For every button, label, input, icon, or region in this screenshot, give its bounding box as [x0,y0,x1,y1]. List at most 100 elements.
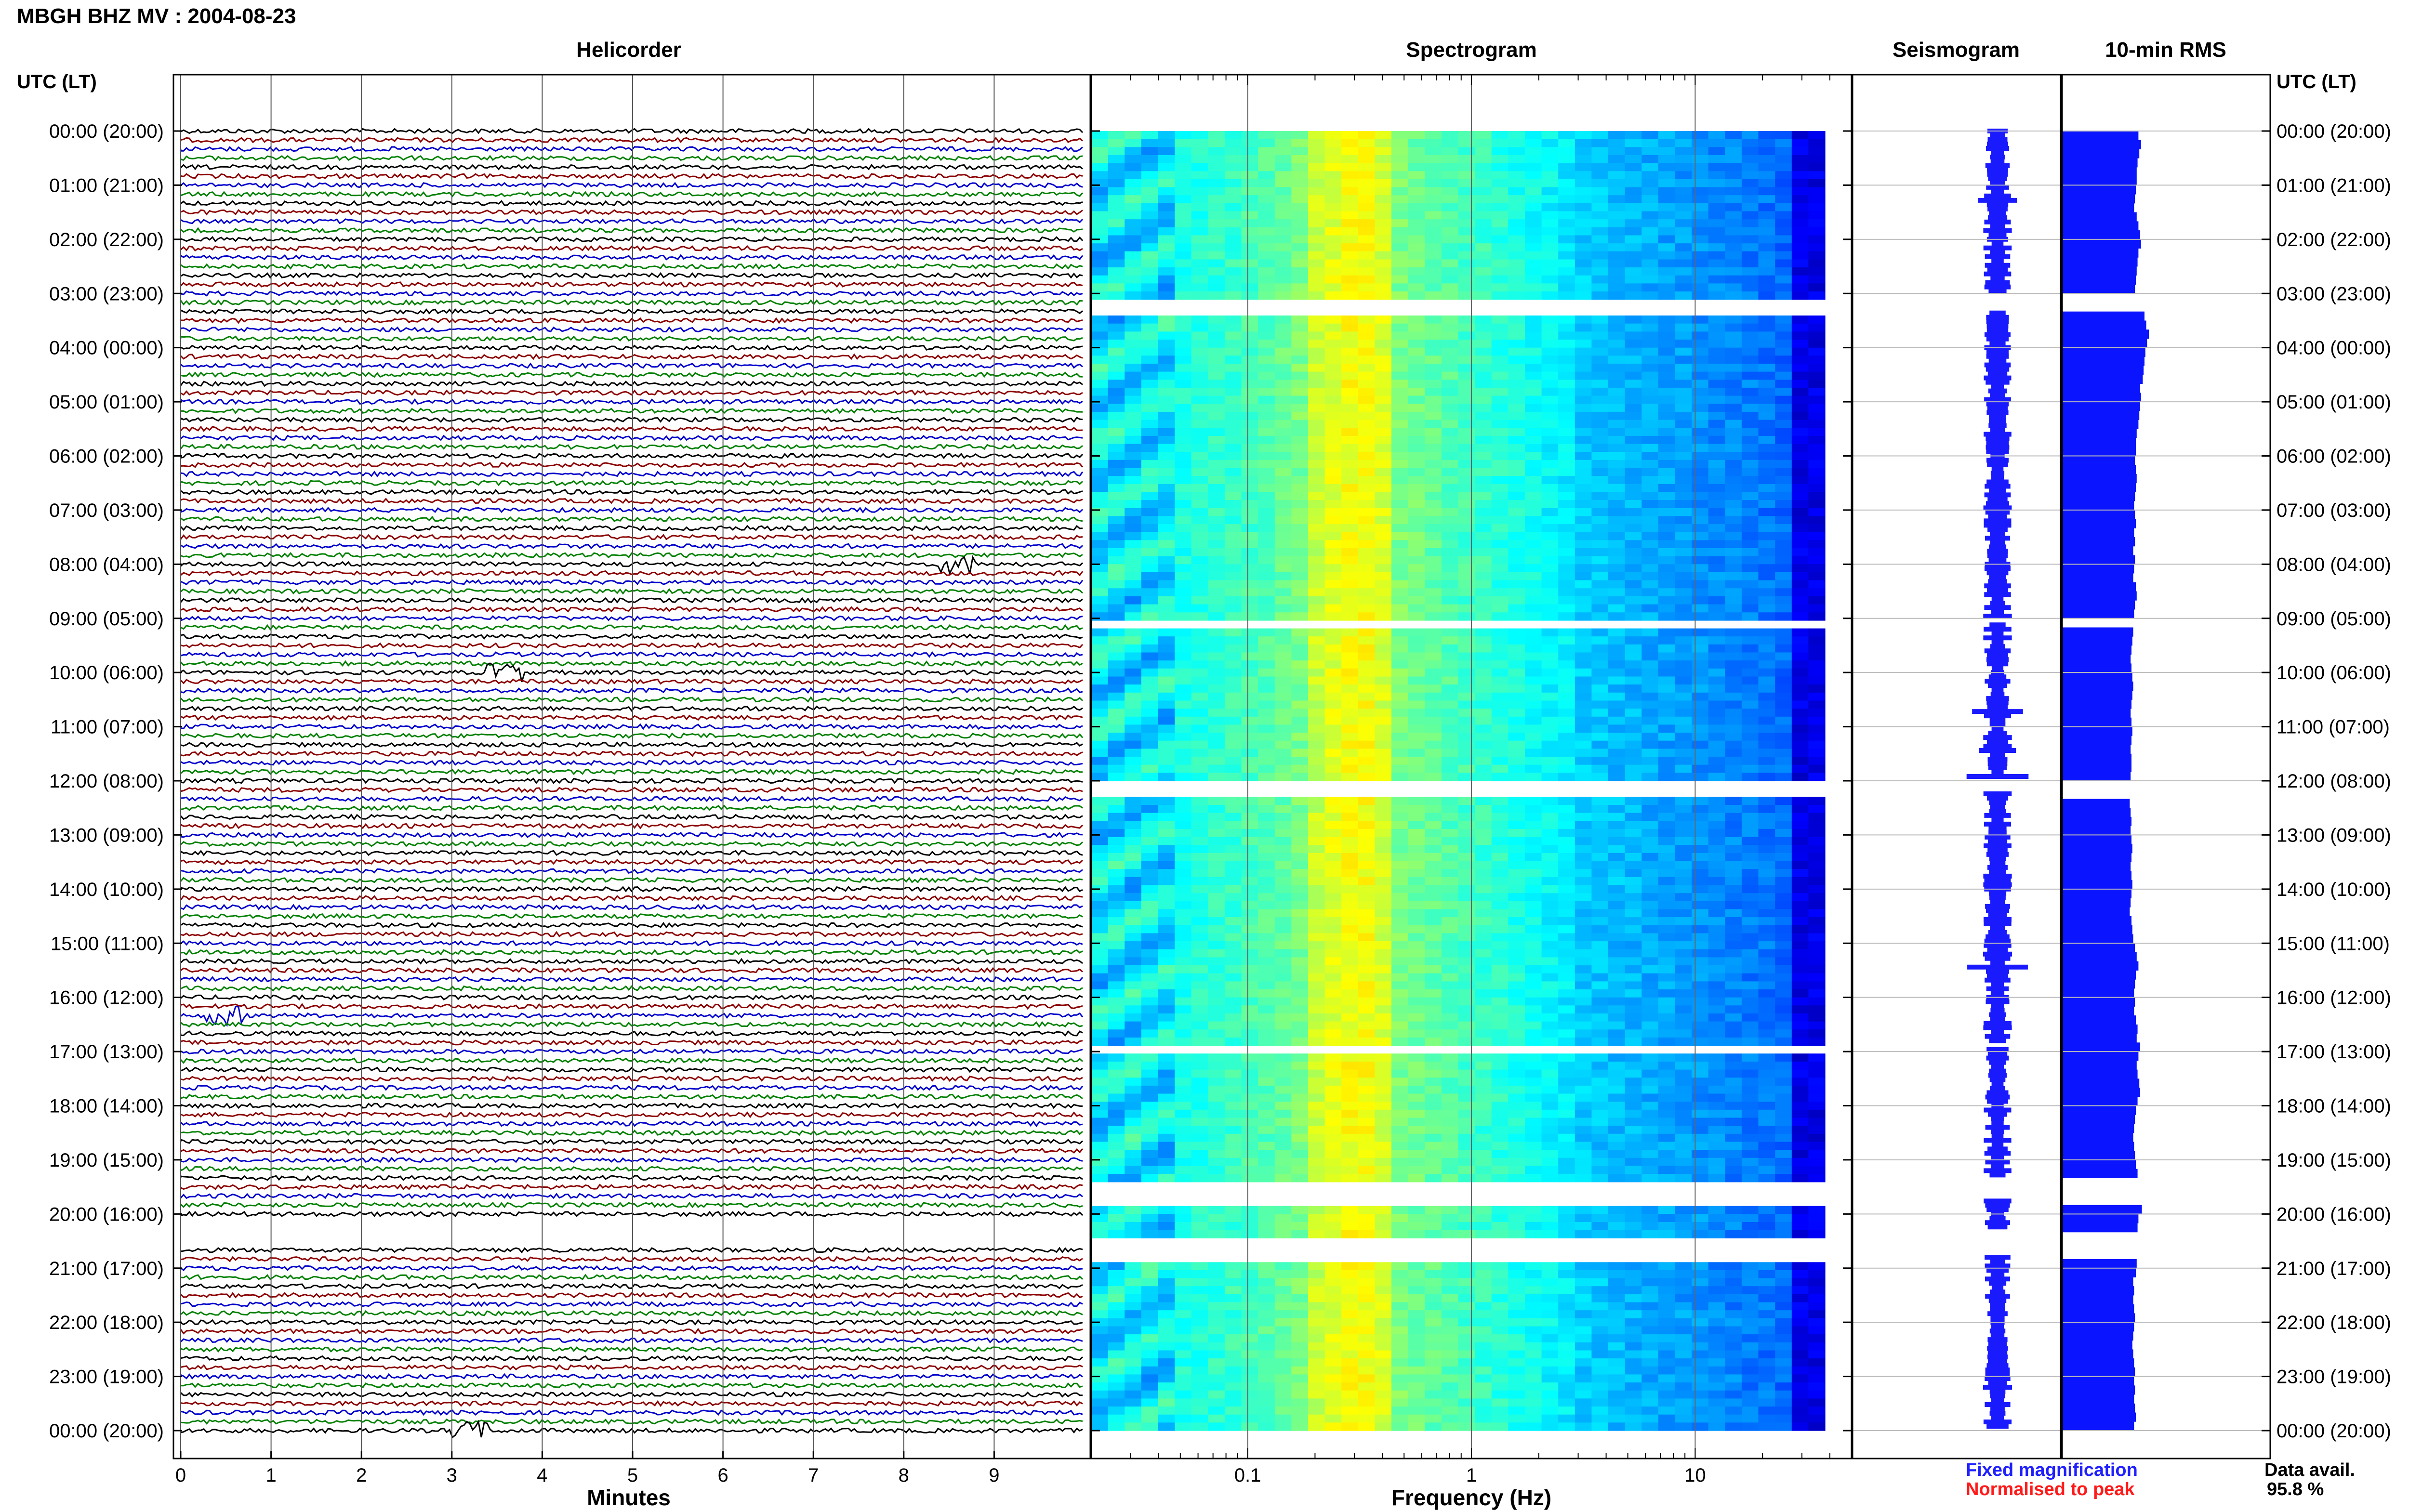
spectrogram-cell [1241,853,1258,862]
spectrogram-cell [1341,821,1359,829]
spectrogram-cell [1475,131,1492,140]
spectrogram-cell [1274,989,1292,998]
spectrogram-cell [1575,179,1592,188]
spectrogram-cell [1591,604,1609,613]
spectrogram-cell [1091,773,1109,781]
spectrogram-cell [1658,404,1676,412]
spectrogram-cell [1308,733,1325,741]
spectrogram-cell [1375,604,1392,613]
spectrogram-cell [1191,316,1208,324]
spectrogram-cell [1091,347,1109,356]
spectrogram-cell [1391,773,1409,781]
spectrogram-cell [1591,211,1609,220]
spectrogram-cell [1241,420,1258,428]
spectrogram-cell [1775,997,1792,1006]
spectrogram-cell [1191,267,1208,276]
spectrogram-cell [1808,195,1826,204]
spectrogram-cell [1375,572,1392,581]
spectrogram-cell [1458,845,1475,854]
spectrogram-cell [1125,692,1142,701]
spectrogram-cell [1408,612,1425,621]
spectrogram-cell [1191,211,1208,220]
spectrogram-cell [1408,163,1425,171]
spectrogram-cell [1391,548,1409,557]
spectrogram-cell [1675,492,1692,500]
spectrogram-cell [1625,203,1642,212]
helicorder-trace [180,931,1083,938]
spectrogram-cell [1391,861,1409,869]
spectrogram-cell [1475,652,1492,661]
spectrogram-cell [1725,444,1742,452]
spectrogram-cell [1391,452,1409,460]
spectrogram-cell [1758,435,1775,445]
spectrogram-cell [1541,371,1559,380]
spectrogram-cell [1258,668,1275,677]
spectrogram-cell [1708,757,1725,765]
spectrogram-cell [1608,724,1626,733]
spectrogram-cell [1575,476,1592,485]
spectrogram-cell [1091,316,1109,324]
spectrogram-cell [1158,893,1175,902]
spectrogram-cell [1125,1037,1142,1046]
spectrogram-cell [1791,949,1809,958]
spectrogram-cell [1558,171,1575,180]
left-time-axis-label: UTC (LT) [17,71,97,92]
spectrogram-cell [1475,508,1492,517]
spectrogram-cell [1274,580,1292,589]
spectrogram-cell [1241,316,1258,324]
spectrogram-cell [1508,709,1525,717]
spectrogram-cell [1558,380,1575,388]
spectrogram-cell [1775,1013,1792,1022]
spectrogram-cell [1274,885,1292,894]
spectrogram-cell [1708,941,1725,950]
spectrogram-cell [1308,163,1325,171]
spectrogram-cell [1391,949,1409,958]
spectrogram-cell [1108,1061,1125,1070]
spectrogram-cell [1191,949,1208,958]
spectrogram-cell [1375,484,1392,493]
spectrogram-cell [1491,901,1509,910]
helicorder-trace [180,308,1083,315]
spectrogram-cell [1408,227,1425,236]
spectrogram-cell [1441,628,1459,637]
spectrogram-cell [1541,139,1559,147]
spectrogram-cell [1458,444,1475,452]
spectrogram-cell [1425,917,1442,926]
spectrogram-cell [1141,516,1158,525]
spectrogram-cell [1675,404,1692,412]
spectrogram-cell [1692,989,1709,998]
spectrogram-cell [1692,837,1709,845]
spectrogram-cell [1091,805,1109,814]
spectrogram-cell [1708,219,1725,228]
spectrogram-cell [1358,395,1375,404]
spectrogram-cell [1158,235,1175,244]
spectrogram-cell [1258,235,1275,244]
spectrogram-cell [1158,203,1175,212]
spectrogram-cell [1558,291,1575,300]
spectrogram-cell [1441,700,1459,709]
spectrogram-cell [1658,235,1676,244]
spectrogram-cell [1525,596,1542,605]
spectrogram-cell [1625,187,1642,196]
spectrogram-cell [1508,773,1525,781]
spectrogram-cell [1725,428,1742,436]
spectrogram-cell [1308,476,1325,485]
spectrogram-cell [1541,235,1559,244]
spectrogram-cell [1274,604,1292,613]
spectrogram-cell [1608,1021,1626,1030]
spectrogram-cell [1541,380,1559,388]
spectrogram-cell [1224,219,1242,228]
spectrogram-cell [1208,564,1225,573]
spectrogram-cell [1125,411,1142,421]
spectrogram-cell [1241,933,1258,942]
spectrogram-cell [1808,749,1826,757]
spectrogram-cell [1241,580,1258,589]
spectrogram-cell [1091,604,1109,613]
spectrogram-cell [1324,404,1342,412]
spectrogram-cell [1208,251,1225,260]
spectrogram-cell [1475,364,1492,372]
spectrogram-cell [1775,179,1792,188]
spectrogram-cell [1224,941,1242,950]
spectrogram-cell [1158,476,1175,485]
spectrogram-cell [1625,604,1642,613]
